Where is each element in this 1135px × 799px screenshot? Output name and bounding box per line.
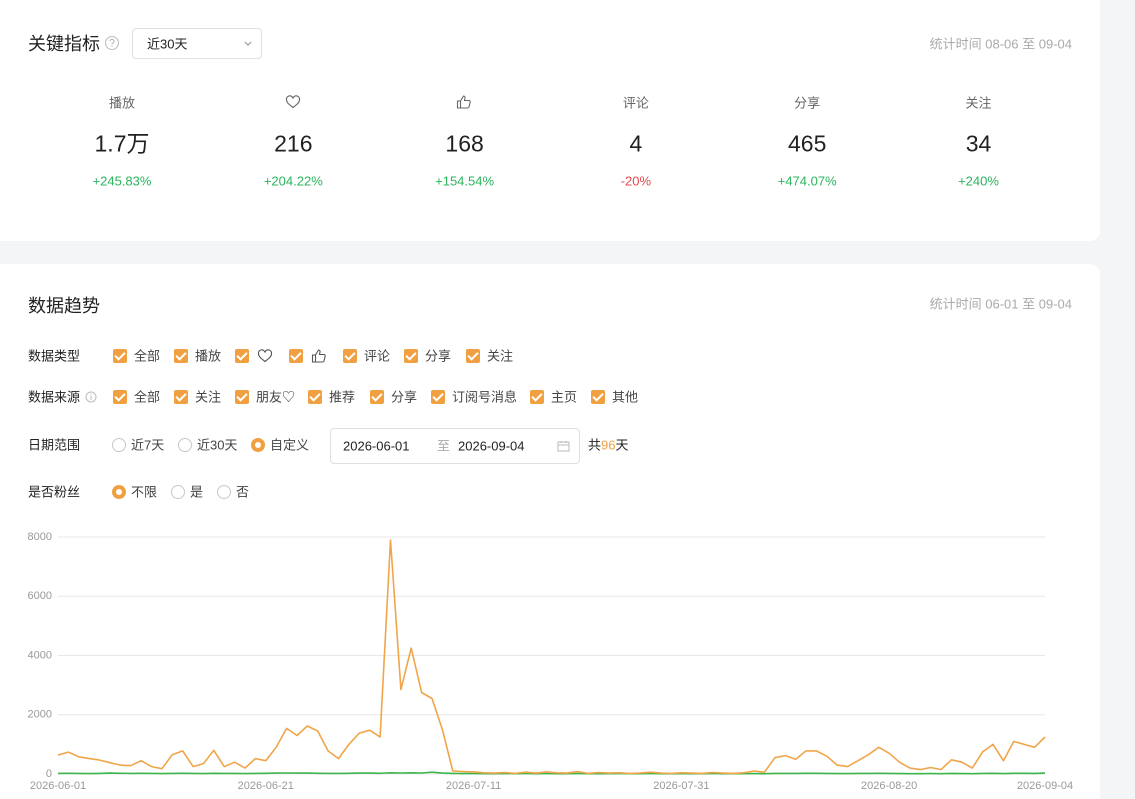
checkbox[interactable]: [404, 349, 418, 363]
like-icon: [456, 95, 471, 109]
help-icon[interactable]: [104, 35, 120, 51]
y-tick-label: 0: [46, 768, 52, 780]
heart-icon: [285, 95, 301, 109]
checkbox[interactable]: [174, 390, 188, 404]
data-line: [57, 771, 1046, 775]
checkbox-label: 主页: [551, 389, 578, 405]
like-icon: [311, 349, 326, 363]
metric-value: 4: [629, 130, 643, 157]
range-select-text: 近30天: [147, 36, 188, 52]
row-label: 日期范围: [28, 437, 81, 453]
checkbox-label: 全部: [134, 389, 161, 405]
checkbox-label: 全部: [134, 348, 161, 364]
metric-change: +204.22%: [263, 173, 323, 189]
metric-label: 评论: [622, 95, 649, 111]
checkbox[interactable]: [591, 390, 605, 404]
chevron: [244, 41, 252, 46]
checkbox-label: 订阅号消息: [452, 389, 518, 405]
radio-label: 是: [190, 484, 204, 500]
checkbox-label: 关注: [487, 348, 514, 364]
x-tick-label: 2026-08-20: [861, 780, 917, 792]
checkbox-label: 播放: [195, 348, 222, 364]
metric-label: 播放: [108, 95, 136, 111]
row-label: 是否粉丝: [28, 484, 81, 500]
heart-icon: [257, 349, 273, 363]
metric-change: +245.83%: [92, 173, 152, 189]
trend-title: 数据趋势: [28, 296, 100, 316]
radio[interactable]: [112, 485, 126, 499]
y-tick-label: 2000: [28, 709, 52, 721]
checkbox[interactable]: [289, 349, 303, 363]
calendar-icon: [557, 441, 570, 452]
chart: 0 2000 4000 6000 8000 2026-06-01 2026-06-21 202…: [28, 531, 1074, 792]
y-tick-label: 4000: [28, 649, 52, 661]
stat-time: 统计时间 06-01 至 09-04: [929, 296, 1072, 312]
metric-change: +154.54%: [435, 173, 495, 189]
end-date: 2026-09-04: [458, 438, 525, 454]
row-label: 数据类型: [28, 348, 81, 364]
radio[interactable]: [217, 485, 231, 499]
checkbox[interactable]: [235, 349, 249, 363]
metric-value: 465: [788, 130, 827, 157]
metric-label: 关注: [965, 95, 992, 111]
start-date: 2026-06-01: [343, 438, 410, 454]
radio-label: 近7天: [131, 437, 165, 453]
total-prefix: 共: [588, 437, 602, 453]
radio[interactable]: [112, 438, 126, 452]
metric-label: 分享: [794, 95, 821, 111]
x-tick-label: 2026-07-31: [653, 780, 709, 792]
checkbox[interactable]: [530, 390, 544, 404]
x-tick-label: 2026-09-04: [1017, 780, 1073, 792]
metrics-card: [0, 0, 1100, 241]
metric-value: 216: [274, 130, 313, 157]
radio[interactable]: [251, 438, 265, 452]
checkbox[interactable]: [370, 390, 384, 404]
range-select[interactable]: 近30天: [132, 28, 262, 59]
data-line: [57, 539, 1046, 775]
checkbox-label: 其他: [612, 389, 639, 405]
metric-change: +240%: [958, 173, 999, 189]
row-label: 数据来源: [28, 389, 81, 405]
y-tick-label: 6000: [28, 590, 52, 602]
info-icon[interactable]: [85, 391, 97, 403]
date-separator: 至: [437, 438, 451, 454]
checkbox[interactable]: [174, 349, 188, 363]
metric-value: 1.7万: [94, 130, 150, 157]
radio-label: 不限: [131, 484, 158, 500]
checkbox[interactable]: [113, 390, 127, 404]
total-days: 共96天: [588, 439, 629, 452]
x-tick-label: 2026-07-11: [446, 780, 501, 792]
checkbox-label: 分享: [425, 348, 452, 364]
date-picker[interactable]: 2026-06-01 至 2026-09-04: [330, 428, 580, 464]
checkbox[interactable]: [343, 349, 357, 363]
total-number: 96: [601, 437, 616, 453]
checkbox[interactable]: [308, 390, 322, 404]
metric-change: -20%: [620, 173, 652, 189]
x-tick-label: 2026-06-21: [238, 780, 294, 792]
metric-value: 34: [965, 130, 992, 157]
checkbox-label: 关注: [195, 389, 222, 405]
checkbox-label: 分享: [391, 389, 418, 405]
metrics-title: 关键指标: [28, 34, 100, 54]
checkbox-label: 评论: [364, 348, 391, 364]
radio-label: 否: [236, 484, 250, 500]
checkbox-label: 推荐: [329, 389, 356, 405]
metric-change: +474.07%: [777, 173, 837, 189]
checkbox[interactable]: [113, 349, 127, 363]
stat-time: 统计时间 08-06 至 09-04: [929, 36, 1072, 52]
radio[interactable]: [171, 485, 185, 499]
total-suffix: 天: [615, 437, 629, 453]
checkbox-label: 朋友♡: [256, 389, 296, 405]
y-tick-label: 8000: [28, 531, 52, 543]
checkbox[interactable]: [431, 390, 445, 404]
radio[interactable]: [178, 438, 192, 452]
metric-value: 168: [445, 130, 484, 157]
checkbox[interactable]: [235, 390, 249, 404]
radio-label: 近30天: [197, 437, 238, 453]
checkbox[interactable]: [466, 349, 480, 363]
x-tick-label: 2026-06-01: [30, 780, 86, 792]
radio-label: 自定义: [270, 437, 310, 453]
